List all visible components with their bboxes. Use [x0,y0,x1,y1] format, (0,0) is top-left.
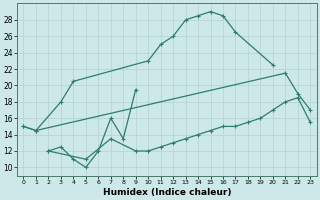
X-axis label: Humidex (Indice chaleur): Humidex (Indice chaleur) [103,188,231,197]
